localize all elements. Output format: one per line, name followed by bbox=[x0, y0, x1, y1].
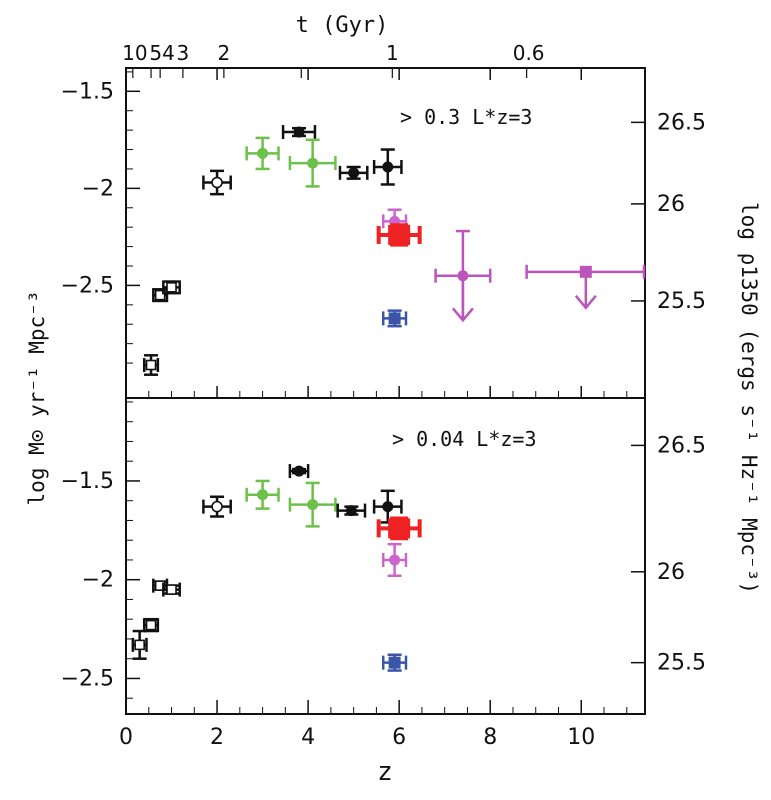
panel-top-annotation-text: > 0.3 L*z=3 bbox=[400, 105, 532, 129]
panel-bottom-frame bbox=[125, 397, 646, 715]
right-tick-label: 25.5 bbox=[657, 289, 706, 314]
data-point bbox=[348, 167, 360, 179]
data-point bbox=[388, 224, 411, 245]
data-point bbox=[382, 161, 394, 173]
panel-top-annotation: > 0.3 L*z=3 bbox=[400, 105, 532, 129]
right-tick-label: 26 bbox=[657, 192, 685, 217]
top-tick-label: 0.6 bbox=[513, 41, 545, 65]
x-tick-label: 10 bbox=[567, 725, 595, 750]
top-tick-label: 10 bbox=[122, 41, 147, 65]
data-point bbox=[134, 639, 145, 651]
right-tick-label: 26 bbox=[657, 560, 685, 585]
data-point bbox=[166, 282, 177, 293]
data-point bbox=[293, 465, 305, 477]
top-tick-label: 3 bbox=[177, 41, 190, 65]
data-point bbox=[166, 584, 177, 595]
data-point bbox=[145, 619, 157, 631]
y-tick-label: −2 bbox=[82, 176, 114, 201]
top-tick-label: 1 bbox=[386, 41, 399, 65]
data-point bbox=[211, 500, 223, 513]
y-tick-label: −1.5 bbox=[61, 469, 114, 494]
data-point bbox=[307, 499, 319, 511]
panel-bottom-annotation-text: > 0.04 L*z=3 bbox=[392, 427, 537, 451]
upper-limit-arrowhead bbox=[574, 295, 597, 310]
x-tick-label: 6 bbox=[392, 725, 406, 750]
x-tick-label: 8 bbox=[483, 725, 497, 750]
data-point bbox=[457, 270, 469, 282]
upper-limit-arrowhead bbox=[451, 307, 474, 323]
top-tick-label: 2 bbox=[218, 41, 231, 65]
panel-bottom-annotation: > 0.04 L*z=3 bbox=[392, 427, 537, 451]
right-tick-label: 26.5 bbox=[657, 433, 706, 458]
data-point bbox=[257, 147, 269, 159]
y-tick-label: −1.5 bbox=[61, 79, 114, 104]
x-tick-label: 4 bbox=[301, 725, 315, 750]
right-tick-label: 25.5 bbox=[657, 651, 706, 676]
data-point bbox=[257, 489, 269, 501]
data-point bbox=[388, 312, 401, 325]
data-point bbox=[307, 157, 319, 169]
data-point bbox=[388, 518, 411, 539]
x-axis-label: z bbox=[377, 757, 393, 787]
y-tick-label: −2 bbox=[82, 568, 114, 593]
data-point bbox=[345, 505, 357, 517]
data-point bbox=[388, 656, 401, 669]
data-point bbox=[389, 554, 401, 566]
y-axis-label-left: log M⊙ yr⁻¹ Mpc⁻³ bbox=[25, 291, 49, 506]
top-tick-label: 54 bbox=[149, 41, 174, 65]
right-tick-label: 26.5 bbox=[657, 110, 706, 135]
data-point bbox=[293, 126, 305, 138]
data-point bbox=[154, 289, 166, 301]
data-point bbox=[145, 359, 157, 371]
y-axis-label-right: log ρ1350 (ergs s⁻¹ Hz⁻¹ Mpc⁻³) bbox=[737, 202, 761, 594]
x-tick-label: 0 bbox=[119, 725, 133, 750]
data-point bbox=[579, 265, 592, 278]
top-axis-label: t (Gyr) bbox=[296, 13, 389, 38]
data-point bbox=[382, 501, 394, 513]
y-tick-label: −2.5 bbox=[61, 666, 114, 691]
data-point bbox=[211, 176, 223, 189]
y-tick-label: −2.5 bbox=[61, 273, 114, 298]
x-tick-label: 2 bbox=[210, 725, 224, 750]
